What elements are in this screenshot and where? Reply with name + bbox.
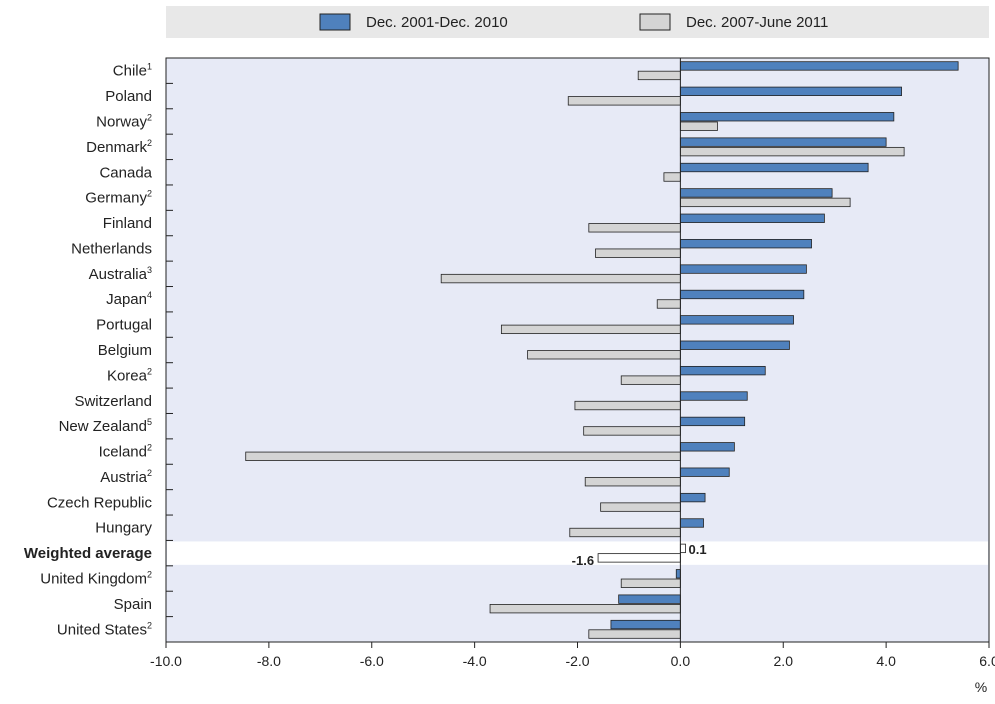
x-tick-label: 0.0 (671, 653, 691, 669)
legend: Dec. 2001-Dec. 2010 Dec. 2007-June 2011 (319, 13, 828, 31)
category-label: Denmark2 (86, 138, 152, 156)
category-label: New Zealand5 (59, 417, 152, 435)
bar-series2 (245, 451, 681, 461)
bar-series2 (527, 350, 681, 360)
bar-series2 (600, 502, 681, 512)
category-label: Weighted average (24, 545, 152, 562)
bar-series2 (637, 70, 681, 81)
x-tick-label: 6.0 (979, 653, 995, 669)
legend-swatch-0 (319, 13, 351, 31)
highlight-row (167, 541, 988, 565)
bar-series1 (679, 289, 805, 300)
legend-label-0: Dec. 2001-Dec. 2010 (366, 14, 508, 31)
bar-series1 (679, 86, 902, 96)
bar-series2 (584, 477, 681, 487)
category-label: Netherlands (71, 240, 152, 257)
bar-series1 (679, 518, 704, 528)
bar-series2 (500, 324, 681, 335)
x-tick-label: 2.0 (774, 653, 794, 669)
x-tick-label: -6.0 (360, 653, 384, 669)
category-label: United States2 (57, 620, 152, 638)
bar-series1 (618, 594, 681, 604)
category-label: Iceland2 (99, 443, 152, 461)
bar-series1 (679, 391, 748, 401)
category-label: Finland (103, 215, 152, 232)
bar-series2 (679, 197, 851, 208)
category-label: Czech Republic (47, 494, 153, 511)
bar-series1 (679, 442, 735, 452)
bar-series2 (440, 273, 681, 284)
bar-series2 (588, 223, 681, 233)
legend-swatch-1 (639, 13, 671, 31)
bar-series1 (679, 365, 766, 376)
category-label: Spain (114, 596, 152, 613)
category-ticks (166, 82, 173, 643)
bar-series2 (597, 553, 681, 563)
bar-series1 (679, 188, 833, 198)
category-label: Hungary (95, 520, 152, 537)
category-label: United Kingdom2 (40, 570, 152, 588)
category-label: Canada (99, 164, 152, 181)
bar-series1 (679, 213, 825, 223)
bar-series1 (679, 340, 790, 350)
bar-series2 (663, 172, 681, 182)
category-label: Poland (105, 88, 152, 105)
data-labels: 0.1 -1.6 (572, 542, 707, 568)
bar-series2 (569, 527, 681, 538)
bar-series1 (679, 61, 959, 71)
bar-series2 (583, 426, 681, 436)
bar-series1 (679, 543, 686, 554)
bar-series1 (679, 492, 706, 503)
category-label: Norway2 (96, 112, 152, 130)
data-label: -1.6 (572, 553, 594, 568)
legend-label-1: Dec. 2007-June 2011 (686, 14, 828, 31)
x-tick-label: -4.0 (463, 653, 487, 669)
category-label: Korea2 (107, 366, 152, 384)
data-label: 0.1 (689, 542, 707, 557)
bar-series2 (679, 146, 905, 157)
bar-series2 (595, 248, 681, 258)
bar-series1 (679, 315, 794, 325)
bar-series1 (610, 619, 681, 630)
category-label: Germany2 (85, 189, 152, 207)
highlight-layer (167, 541, 988, 565)
bar-series1 (679, 239, 812, 249)
category-label: Austria2 (100, 468, 152, 486)
bar-series1 (679, 112, 895, 122)
bars-layer (245, 61, 959, 639)
bar-series2 (620, 375, 681, 385)
bar-series1 (679, 416, 746, 427)
bar-series2 (574, 400, 681, 411)
category-label: Switzerland (74, 393, 152, 410)
bar-series2 (620, 578, 681, 588)
category-label: Belgium (98, 342, 152, 359)
bar-series2 (567, 96, 681, 106)
bar-series1 (679, 264, 807, 274)
bar-series2 (679, 121, 718, 131)
category-labels: Chile1 Poland Norway2 Denmark2 Canada Germany… (24, 62, 153, 639)
x-axis: -10.0 -8.0 -6.0 -4.0 -2.0 0.0 2.0 4.0 6.0% (150, 642, 995, 695)
category-label: Portugal (96, 317, 152, 334)
category-label: Chile1 (113, 62, 152, 80)
category-label: Japan4 (106, 290, 152, 308)
x-tick-label: -10.0 (150, 653, 182, 669)
bar-series2 (656, 299, 681, 309)
bar-series1 (679, 467, 730, 477)
x-tick-label: 4.0 (876, 653, 896, 669)
bar-series2 (489, 604, 681, 614)
x-tick-label: -8.0 (257, 653, 281, 669)
bar-series1 (679, 162, 869, 173)
bar-series1 (675, 569, 681, 579)
bar-series1 (679, 137, 887, 147)
category-label: Australia3 (89, 265, 152, 283)
x-unit-label: % (975, 679, 987, 695)
x-tick-label: -2.0 (565, 653, 589, 669)
legend-background (166, 6, 989, 38)
bar-series2 (588, 629, 681, 639)
